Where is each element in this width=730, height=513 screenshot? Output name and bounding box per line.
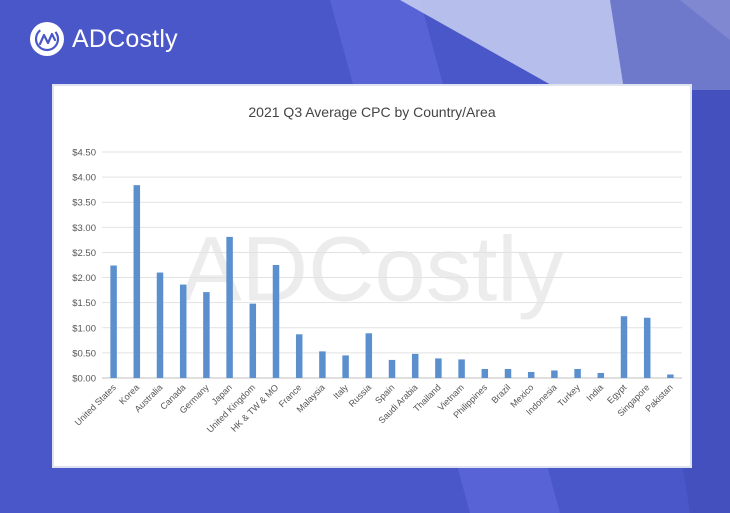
y-tick-label: $0.00 — [72, 374, 96, 385]
y-tick-label: $1.50 — [72, 298, 96, 309]
bar — [342, 355, 349, 378]
bar — [203, 292, 210, 378]
bar — [458, 359, 465, 378]
bar — [574, 368, 581, 378]
bar — [226, 236, 233, 378]
bar — [667, 374, 674, 378]
bar — [435, 358, 442, 378]
bar — [388, 359, 396, 378]
brand-name: ADCostly — [72, 24, 178, 53]
bar — [272, 265, 280, 378]
y-tick-label: $2.50 — [72, 248, 96, 259]
bar — [527, 371, 535, 378]
bar — [133, 185, 141, 378]
bar — [365, 333, 373, 378]
bar-chart: ADCostly $0.00 $0.50 $1.00 $1.50 $2.00 $2.50 $3… — [72, 148, 682, 435]
bar — [504, 368, 512, 378]
bar — [620, 316, 628, 378]
chart-title: 2021 Q3 Average CPC by Country/Area — [248, 104, 496, 120]
y-tick-label: $3.00 — [72, 223, 96, 234]
bar — [110, 265, 117, 378]
adcostly-logo-icon — [30, 22, 64, 56]
bar — [481, 368, 489, 378]
x-tick-label: United States — [73, 382, 119, 428]
brand-logo: ADCostly — [30, 22, 178, 56]
bar — [643, 317, 651, 378]
x-tick-label: Italy — [331, 382, 350, 401]
x-tick-label: Russia — [347, 382, 374, 409]
bar — [597, 372, 605, 378]
x-tick-label: Turkey — [556, 382, 583, 409]
bar — [295, 334, 303, 378]
bar — [249, 303, 257, 378]
y-tick-label: $0.50 — [72, 348, 96, 359]
bar — [551, 370, 558, 378]
chart-watermark: ADCostly — [180, 218, 563, 320]
y-tick-label: $4.50 — [72, 148, 96, 159]
y-tick-label: $4.00 — [72, 173, 96, 184]
y-tick-label: $1.00 — [72, 323, 96, 334]
bar — [319, 351, 326, 378]
y-tick-label: $3.50 — [72, 198, 96, 209]
y-tick-label: $2.00 — [72, 273, 96, 284]
bar — [411, 353, 419, 378]
x-tick-label: India — [584, 382, 605, 403]
chart-card: 2021 Q3 Average CPC by Country/Area ADCo… — [52, 84, 692, 468]
bar — [156, 272, 164, 378]
bar — [179, 284, 187, 378]
